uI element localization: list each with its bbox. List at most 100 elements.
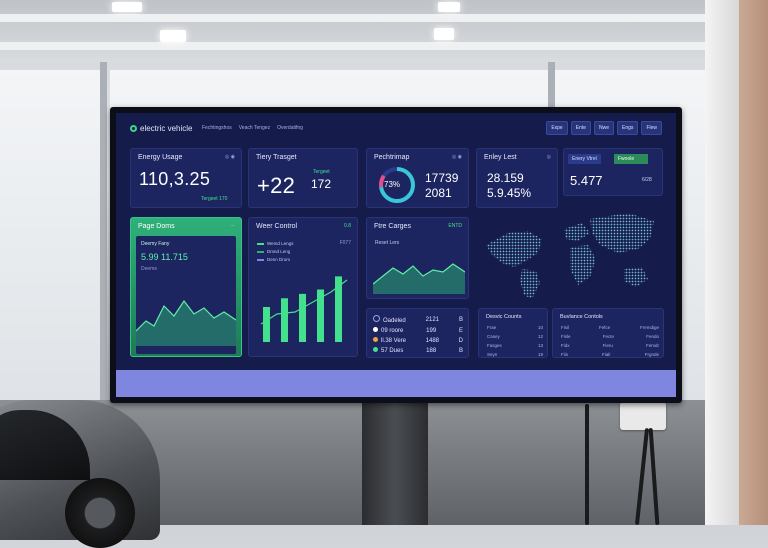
fare-charges-card[interactable]: Ftre Carges ENTD Reset Lers: [366, 217, 469, 299]
chart-bar: [299, 293, 306, 342]
map-europe: [564, 223, 590, 241]
zones-sub: Deemy Fany: [141, 241, 170, 247]
card-title: Ftre Carges: [374, 223, 411, 230]
settings-icon[interactable]: ◎ ◉: [451, 154, 462, 160]
device-counts-card[interactable]: Desvic Counts Frae 10 Casey 12 Fasges 13 Se…: [478, 308, 548, 358]
table-cell: Fiis: [561, 352, 568, 357]
breadcrumb-item[interactable]: Veach Tengez: [238, 125, 271, 131]
legend-label: Wemd Lengs: [267, 241, 294, 246]
performance-card[interactable]: Pechtrimap ◎ ◉ 73% 17739 2081: [366, 148, 469, 208]
usage-note: 6/28: [642, 177, 652, 183]
zones-inner-panel: Deemy Fany 5.99 11.715 Deeme: [136, 236, 236, 354]
usage-vehicle-card[interactable]: Enery Vtrel Fwoole 5.477 6/28: [563, 148, 663, 196]
zones-note: Deeme: [141, 266, 158, 272]
stats-end: E: [458, 328, 463, 334]
table-row: Fisle Fecte Fendo: [561, 334, 659, 343]
table-row: Fisil Fefce Fremdige: [561, 325, 659, 334]
page-zones-card[interactable]: Page Doms ⋯ Deemy Fany 5.99 11.715 Deeme: [130, 217, 242, 357]
table-cell: 13: [537, 343, 543, 348]
fare-area: [373, 264, 465, 294]
table-cell: Fendo: [646, 334, 659, 339]
monitor: electric vehicle Fechtingshos Veach Teng…: [110, 107, 682, 403]
table-cell: 12: [537, 334, 543, 339]
view-control-card[interactable]: Weer Control 0.8 Wemd Lengs Dmnd Leng De…: [248, 217, 358, 357]
settings-icon[interactable]: ◎ ◉: [224, 154, 235, 160]
fare-area-chart: [373, 263, 465, 294]
top-button[interactable]: Engs: [617, 121, 639, 135]
top-button[interactable]: Ente: [570, 121, 592, 135]
stats-value: 1488: [425, 338, 440, 344]
card-title: Energy Usage: [138, 154, 183, 161]
table-cell: Fidx: [561, 343, 570, 348]
card-title: Buvlance Contols: [560, 314, 603, 320]
performance-value-1: 17739: [425, 171, 459, 185]
stats-label: 09 roore: [381, 328, 404, 334]
tiery-target-card[interactable]: Tiery Trasget +22 Tergeet 172: [248, 148, 358, 208]
breadcrumb-item[interactable]: Fechtingshos: [202, 125, 232, 131]
table-row: Fasges 13: [487, 343, 543, 352]
balance-controls-card[interactable]: Buvlance Contols Fisil Fefce Fremdige Fisl…: [552, 308, 664, 358]
table-cell: Femdr: [645, 343, 659, 348]
energy-usage-card[interactable]: Energy Usage ◎ ◉ 110,3.25 Tergeet 170: [130, 148, 242, 208]
table-cell: Fremdige: [639, 325, 659, 330]
card-title: Tiery Trasget: [256, 154, 297, 161]
map-south-america: [520, 269, 540, 299]
stats-list-card[interactable]: Oadeled 2121 B 09 roore 199 E ll.38 Vere 1488…: [366, 308, 469, 358]
ceiling-beam: [0, 14, 768, 22]
table-cell: Fisle: [561, 334, 571, 339]
table-cell: Seyn: [487, 352, 498, 357]
table-cell: Fieru: [602, 343, 613, 348]
stats-end: B: [458, 348, 463, 354]
logo-icon: [130, 125, 137, 132]
stats-end: D: [458, 338, 463, 344]
top-button[interactable]: Nwe: [594, 121, 615, 135]
top-button[interactable]: Flew: [641, 121, 662, 135]
gauge-ring: [379, 167, 415, 203]
table-cell: 19: [537, 352, 543, 357]
stats-row: ll.38 Vere 1488 D: [373, 336, 463, 346]
balance-table: Fisil Fefce Fremdige Fisle Fecte Fendo Fidx F…: [561, 325, 659, 361]
charging-cable: [585, 404, 589, 525]
gauge-fill: [379, 167, 415, 203]
expand-icon[interactable]: ⋯: [230, 223, 235, 229]
efficiency-card[interactable]: Enley Lest ◎ 28.159 5.9.45%: [476, 148, 558, 208]
device-table: Frae 10 Casey 12 Fasges 13 Seyn 19: [487, 325, 543, 361]
table-cell: Frgnde: [644, 352, 659, 357]
stats-label: Oadeled: [383, 318, 406, 324]
top-value: 0.8: [344, 223, 351, 229]
legend-item: Wemd Lengs: [257, 240, 293, 248]
fare-line: [373, 263, 465, 285]
legend-item: Denn Drom: [257, 256, 293, 264]
breadcrumb-item[interactable]: Overdatifng: [277, 125, 303, 131]
ceiling-beam: [0, 42, 768, 50]
zones-area-chart: [136, 299, 236, 346]
stats-row: 09 roore 199 E: [373, 326, 463, 336]
app-title: electric vehicle: [140, 124, 193, 133]
app-logo: electric vehicle: [130, 124, 192, 133]
usage-button[interactable]: Enery Vtrel: [568, 154, 601, 164]
card-title: Enley Lest: [484, 154, 517, 161]
monitor-stand: [362, 400, 428, 525]
top-button[interactable]: Expe: [546, 121, 568, 135]
fare-sub: Reset Lers: [375, 240, 400, 246]
top-buttons: Expe Ente Nwe Engs Flew: [546, 121, 662, 135]
energy-note: Tergeet 170: [201, 196, 228, 202]
world-map: [486, 213, 654, 299]
settings-icon[interactable]: ◎: [546, 154, 551, 160]
ceiling-light: [112, 2, 142, 12]
legend: Wemd Lengs Dmnd Leng Denn Drom: [257, 240, 293, 264]
ceiling-light: [438, 2, 460, 12]
trend-line: [260, 279, 348, 325]
map-australia: [624, 267, 648, 287]
map-africa: [570, 245, 596, 285]
target-note: Tergeet: [313, 169, 330, 175]
chart-bar: [335, 276, 342, 342]
table-row: Seyn 19: [487, 352, 543, 361]
stats-value: 2121: [425, 317, 440, 323]
table-cell: Fisil: [561, 325, 569, 330]
breadcrumb: Fechtingshos Veach Tengez Overdatifng: [202, 125, 303, 131]
car-wheel: [65, 478, 135, 548]
table-cell: Frae: [487, 325, 497, 330]
usage-green-button[interactable]: Fwoole: [614, 154, 649, 164]
table-row: Fidx Fieru Femdr: [561, 343, 659, 352]
